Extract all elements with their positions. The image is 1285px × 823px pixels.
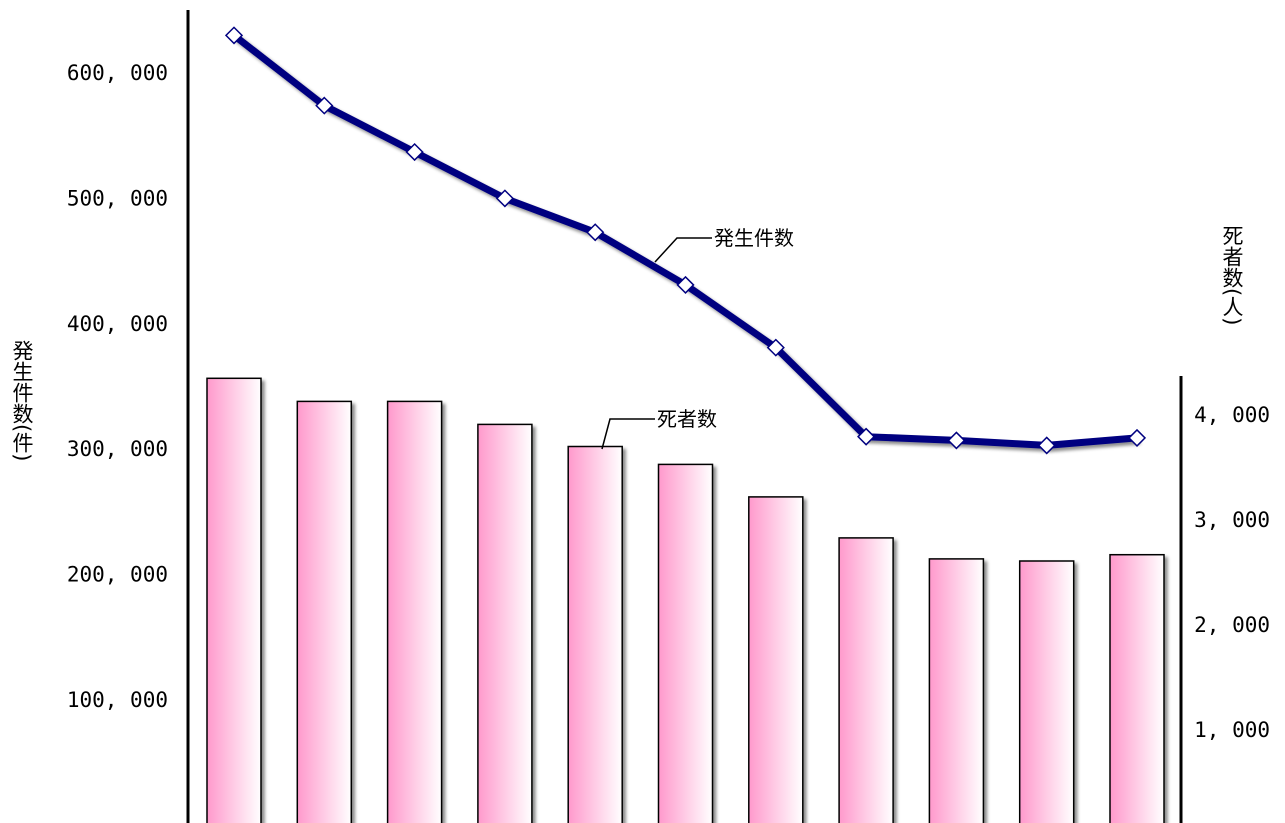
bar-3 [477,423,533,823]
line-point-9 [1037,436,1056,455]
right-axis-title: 死者数(人) [1220,225,1244,325]
line-callout-leader [654,237,712,263]
left-axis-title: 発生件数(件) [10,340,34,461]
line-point-8 [947,431,966,450]
bar-series [206,377,1165,823]
line-point-3 [495,189,514,208]
line-point-0 [224,26,244,45]
left-tick-label-4: 500, 000 [67,186,168,210]
right-tick-label-3: 4, 000 [1194,403,1270,427]
line-point-1 [315,96,334,115]
bar-series-label: 死者数 [657,407,717,431]
right-tick-label-1: 2, 000 [1194,613,1270,637]
bar-callout-leader [601,418,655,450]
bar-6 [748,496,804,823]
line-series-callout: 発生件数 [654,226,794,263]
bar-9 [1018,560,1075,823]
bar-2 [386,400,443,823]
left-tick-label-2: 300, 000 [67,437,168,461]
bar-1 [296,400,353,823]
line-point-10 [1127,428,1147,447]
right-tick-label-0: 1, 000 [1194,718,1270,742]
bar-series-callout: 死者数 [601,407,717,450]
left-tick-label-5: 600, 000 [67,61,168,85]
bar-7 [838,537,894,823]
line-point-6 [766,338,785,357]
line-series-path [231,32,1138,449]
bar-0 [206,377,262,823]
line-series [224,26,1147,455]
right-tick-label-2: 3, 000 [1194,508,1270,532]
line-point-4 [586,223,605,242]
right-axis-ticks: 1, 000 2, 000 3, 000 4, 000 [1194,403,1270,742]
bar-10 [1109,553,1165,823]
left-tick-label-1: 200, 000 [67,563,168,587]
line-point-5 [676,275,695,294]
line-point-2 [405,142,424,162]
bar-8 [928,558,985,823]
line-series-label: 発生件数 [714,226,794,250]
left-tick-label-0: 100, 000 [67,688,168,712]
bar-5 [657,463,714,823]
line-point-7 [857,427,876,446]
left-tick-label-3: 400, 000 [67,312,168,336]
bar-4 [567,445,623,823]
left-axis-ticks: 100, 000 200, 000 300, 000 400, 000 500, 000… [67,61,168,712]
